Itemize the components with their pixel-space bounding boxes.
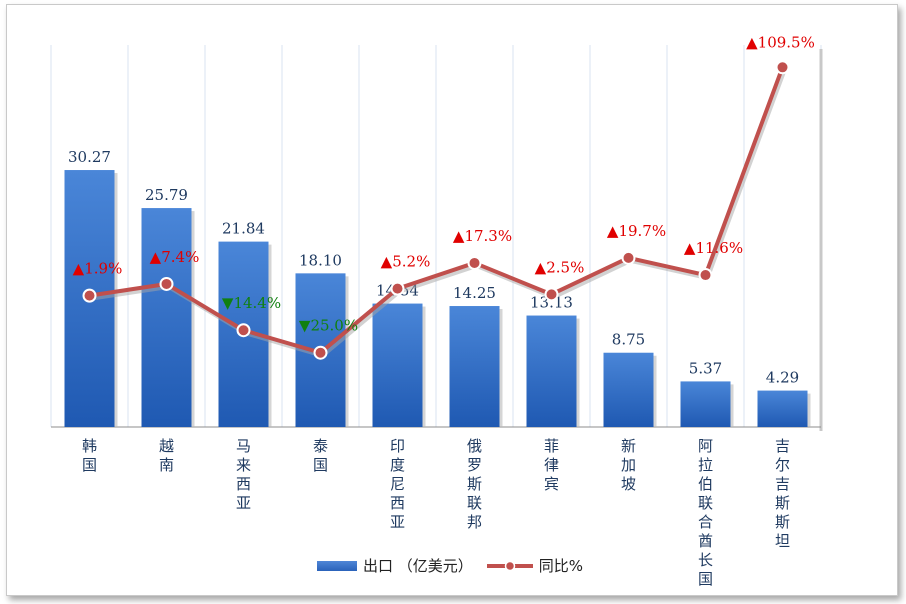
x-tick-label: 马来西亚 <box>236 437 251 512</box>
yoy-value-label: ▲5.2% <box>381 253 431 271</box>
legend-label-export: 出口 （亿美元） <box>363 557 473 575</box>
legend-line-swatch <box>486 560 533 571</box>
yoy-value-label: ▲11.6% <box>684 239 743 257</box>
bar-value-label: 14.25 <box>453 284 496 302</box>
bar <box>680 381 731 427</box>
bar <box>757 390 808 427</box>
yoy-point <box>390 281 405 296</box>
bar-value-label: 4.29 <box>766 369 799 387</box>
bar-value-label: 30.27 <box>68 148 111 166</box>
bar-value-label: 5.37 <box>689 359 722 377</box>
yoy-point <box>698 268 713 283</box>
yoy-point <box>159 276 174 291</box>
legend-label-yoy: 同比% <box>538 557 584 575</box>
bar <box>372 303 423 427</box>
yoy-point <box>82 288 97 303</box>
yoy-value-label: ▲1.9% <box>73 260 123 278</box>
yoy-value-label: ▲17.3% <box>453 227 512 245</box>
yoy-point <box>236 323 251 338</box>
yoy-point <box>313 345 328 360</box>
bar-value-label: 13.13 <box>530 294 573 312</box>
legend-item-yoy: 同比% <box>486 555 584 576</box>
legend-bar-swatch <box>317 560 357 571</box>
x-tick-label: 阿拉伯联合酋长国 <box>698 437 713 588</box>
x-tick-label: 俄罗斯联邦 <box>467 437 482 531</box>
bar <box>141 208 192 427</box>
yoy-value-label: ▲7.4% <box>150 248 200 266</box>
yoy-value-label: ▲19.7% <box>607 222 666 240</box>
yoy-value-label: ▼14.4% <box>222 294 281 312</box>
yoy-line <box>89 66 785 355</box>
bar <box>603 352 654 427</box>
bar-value-label: 25.79 <box>145 186 188 204</box>
x-tick-label: 菲律宾 <box>544 437 559 493</box>
legend: 出口 （亿美元） 同比% <box>317 555 583 576</box>
yoy-value-label: ▲2.5% <box>535 258 585 276</box>
x-tick-label: 印度尼西亚 <box>390 437 405 531</box>
yoy-value-label: ▲109.5% <box>746 33 815 51</box>
x-tick-label: 吉尔吉斯斯坦 <box>775 437 790 550</box>
legend-item-export: 出口 （亿美元） <box>317 555 473 576</box>
bar-value-label: 21.84 <box>222 220 265 238</box>
x-tick-label: 越南 <box>159 437 174 474</box>
plot-area: 30.2725.7921.8418.1014.5414.2513.138.755… <box>50 33 823 588</box>
x-tick-label: 泰国 <box>313 437 328 474</box>
chart-svg: 30.2725.7921.8418.1014.5414.2513.138.755… <box>50 33 823 588</box>
bar-value-label: 8.75 <box>612 331 645 349</box>
chart-frame: 30.2725.7921.8418.1014.5414.2513.138.755… <box>6 4 898 596</box>
x-tick-label: 韩国 <box>82 437 97 474</box>
yoy-point <box>467 255 482 270</box>
x-tick-label: 新加坡 <box>621 437 636 493</box>
bar-value-label: 18.10 <box>299 251 342 269</box>
yoy-point <box>621 250 636 265</box>
bar <box>526 315 577 427</box>
yoy-point <box>544 287 559 302</box>
yoy-point <box>775 60 790 75</box>
yoy-value-label: ▼25.0% <box>299 317 358 335</box>
bar <box>449 306 500 427</box>
